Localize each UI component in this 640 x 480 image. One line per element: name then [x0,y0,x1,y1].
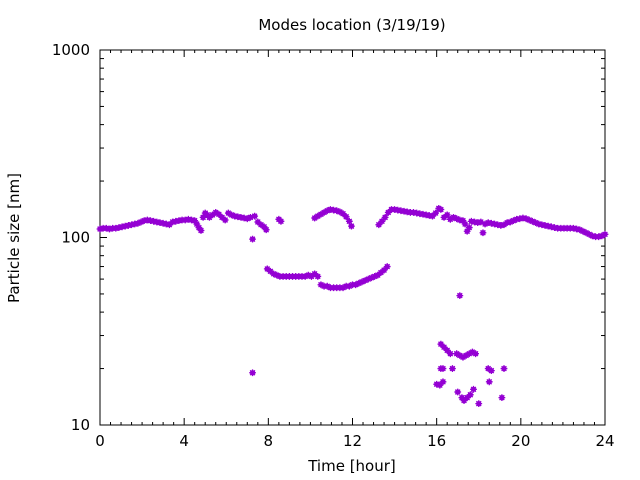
data-point [345,217,353,225]
data-point [381,213,389,221]
x-tick-label: 20 [511,432,530,450]
chart-title: Modes location (3/19/19) [258,16,445,34]
data-point [439,365,447,372]
data-point [475,400,483,408]
tick-labels: 0 4 8 12 16 20 24 10 100 1000 [52,41,615,450]
data-point [262,226,270,234]
data-points [96,204,609,408]
y-tick-label: 10 [71,416,90,434]
data-point [251,212,259,220]
data-point [472,350,479,358]
data-point [601,230,609,238]
data-point [437,206,445,213]
data-point [461,220,469,228]
data-point [199,213,207,221]
data-point [277,217,285,225]
data-point [466,391,474,399]
data-point [485,378,493,386]
data-point [465,224,473,231]
data-point [342,213,350,221]
data-point [443,211,451,219]
axis-ticks [99,49,606,426]
data-point [477,218,485,226]
data-point [221,216,229,224]
x-tick-label: 4 [179,432,189,450]
data-point [487,367,495,375]
data-point [479,229,487,237]
x-tick-label: 0 [95,432,105,450]
data-point [456,292,464,299]
data-point [197,227,205,234]
data-point [498,394,506,402]
x-tick-label: 8 [264,432,274,450]
y-axis-label: Particle size [nm] [5,173,23,303]
data-point [432,209,440,217]
data-point [249,235,256,243]
y-tick-label: 100 [61,229,90,247]
y-tick-label: 1000 [52,41,90,59]
data-point [470,385,477,393]
data-point [348,222,355,230]
x-tick-label: 24 [595,432,614,450]
x-tick-label: 16 [427,432,446,450]
data-point [439,378,447,386]
plot-frame [99,49,606,426]
data-point [454,388,462,396]
data-point [314,273,322,280]
data-point [383,263,391,270]
data-point [249,369,256,377]
x-tick-label: 12 [343,432,362,450]
data-point [449,365,456,372]
data-point [500,365,508,372]
data-point [446,350,454,358]
x-axis-label: Time [hour] [307,457,396,475]
